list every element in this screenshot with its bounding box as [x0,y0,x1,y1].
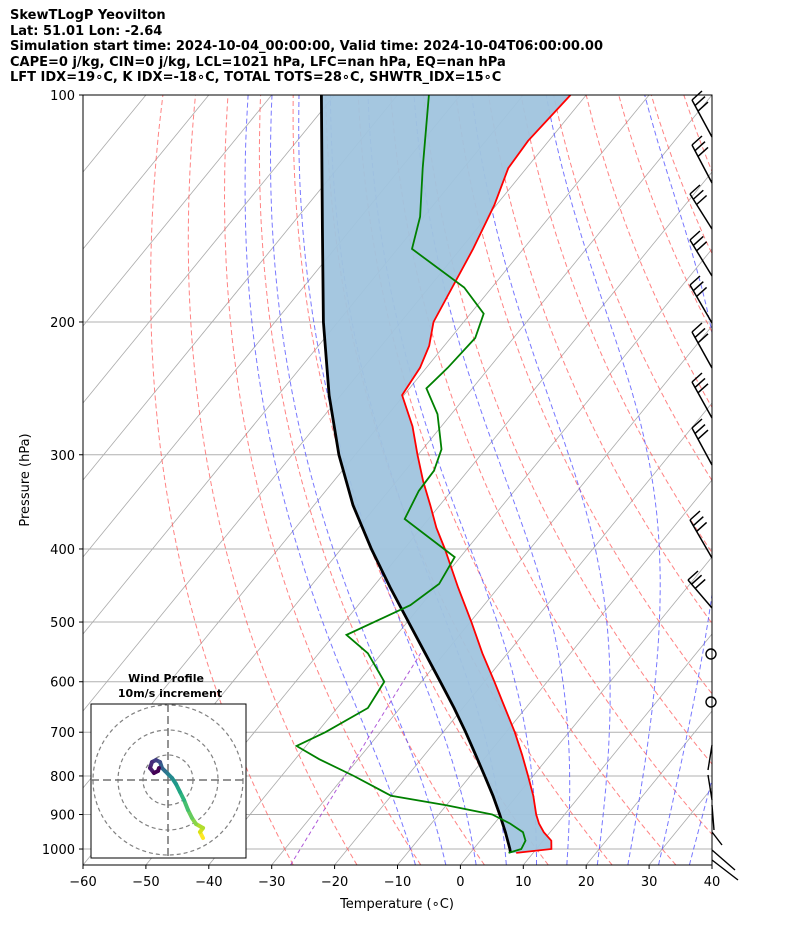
dry-adiabat [390,95,712,836]
x-tick-label: 30 [641,875,658,890]
wind-barb [711,831,723,846]
wind-barb [687,570,713,609]
moist-adiabat [688,777,712,865]
wind-barb [689,184,713,230]
y-tick-label: 100 [50,89,75,104]
y-axis-label: Pressure (hPa) [18,433,33,526]
y-tick-label: 400 [50,543,75,558]
parcel-profile-line [320,95,512,854]
dry-adiabat [488,95,712,625]
wind-barb [689,510,713,559]
hodograph-segment [156,766,161,773]
x-tick-label: 0 [456,875,464,890]
index-line: LFT IDX=19∘C, K IDX=-18∘C, TOTAL TOTS=28… [10,70,502,86]
dry-adiabat [223,95,422,865]
chart-header: SkewTLogP Yeovilton Lat: 51.01 Lon: -2.6… [10,8,603,86]
dry-adiabat [782,95,794,865]
stability-line: CAPE=0 j/kg, CIN=0 j/kg, LCL=1021 hPa, L… [10,54,506,70]
x-tick-label: −20 [321,875,348,890]
moist-adiabat [367,95,537,865]
wind-barb [691,372,713,419]
y-tick-label: 200 [50,316,75,331]
x-axis-label: Temperature (∘C) [339,897,454,912]
wind-barb [707,774,713,801]
hodograph-inset: Wind Profile 10m/s increment [90,672,247,859]
dry-adiabat [187,95,358,865]
calm-wind-marker [705,648,717,660]
x-tick-label: −60 [69,875,96,890]
profile-lines [294,95,572,854]
dry-adiabat [150,95,294,865]
isotherm-line [271,325,712,865]
moist-adiabat [244,95,416,865]
y-tick-label: 600 [50,676,75,691]
x-tick-label: 20 [578,875,595,890]
wind-barbs [687,90,739,881]
dry-adiabat [520,95,712,554]
isotherm-line [83,95,84,96]
isotherm-line [522,633,712,865]
cape-cin-shading [321,95,571,853]
wind-barb [711,804,715,831]
moist-adiabat [545,95,661,865]
isotherm-line [460,556,712,865]
y-tick-label: 900 [50,809,75,824]
dry-adiabat [258,95,485,865]
y-tick-label: 300 [50,449,75,464]
isotherm-line [711,864,712,865]
wind-barb [691,135,713,184]
dry-adiabat [650,95,712,255]
wind-barb [707,744,713,771]
x-tick-label: −40 [195,875,222,890]
isotherm-line [83,95,273,327]
wind-barb [691,90,713,138]
hodograph-title: Wind Profile [128,672,204,685]
y-tick-label: 1000 [42,843,75,858]
location-line: Lat: 51.01 Lon: -2.64 [10,23,163,39]
axis-ticks: −60 −50 −40 −30 −20 −10 0 10 20 30 40 100 200 300 400 5… [42,89,720,890]
isotherm-line [585,710,712,865]
isotherm-line [208,248,712,865]
wind-barb [691,322,713,369]
isotherm-line [83,95,210,250]
wind-barb [711,849,736,871]
isotherm-line [648,787,712,865]
wind-barb [689,230,713,277]
reference-lines [83,95,794,865]
wind-barb [691,418,713,466]
dry-adiabat [716,95,794,865]
isotherm-line [83,95,398,481]
x-tick-label: −10 [384,875,411,890]
moist-adiabat [644,95,712,865]
calm-wind-marker [705,696,717,708]
y-tick-label: 500 [50,616,75,631]
isotherm-line [145,171,712,865]
time-line: Simulation start time: 2024-10-04_00:00:… [10,39,603,55]
isotherm-line [83,95,335,404]
x-tick-label: −50 [132,875,159,890]
dry-adiabat [618,95,712,334]
y-tick-label: 700 [50,726,75,741]
hodograph-subtitle: 10m/s increment [118,687,222,700]
hodograph-trace [148,758,205,840]
x-tick-label: −30 [258,875,285,890]
x-tick-label: 40 [704,875,721,890]
y-tick-label: 800 [50,770,75,785]
dewpoint-profile-line [294,95,527,854]
mixing-ratio-line [290,653,422,865]
chart-title: SkewTLogP Yeovilton [10,8,166,23]
dry-adiabat [553,95,712,482]
wind-barb [711,859,739,881]
dry-adiabat [749,95,794,865]
isotherm-line [334,402,712,865]
moist-adiabat [471,95,611,865]
wind-barb [689,275,713,324]
x-tick-label: 10 [515,875,532,890]
